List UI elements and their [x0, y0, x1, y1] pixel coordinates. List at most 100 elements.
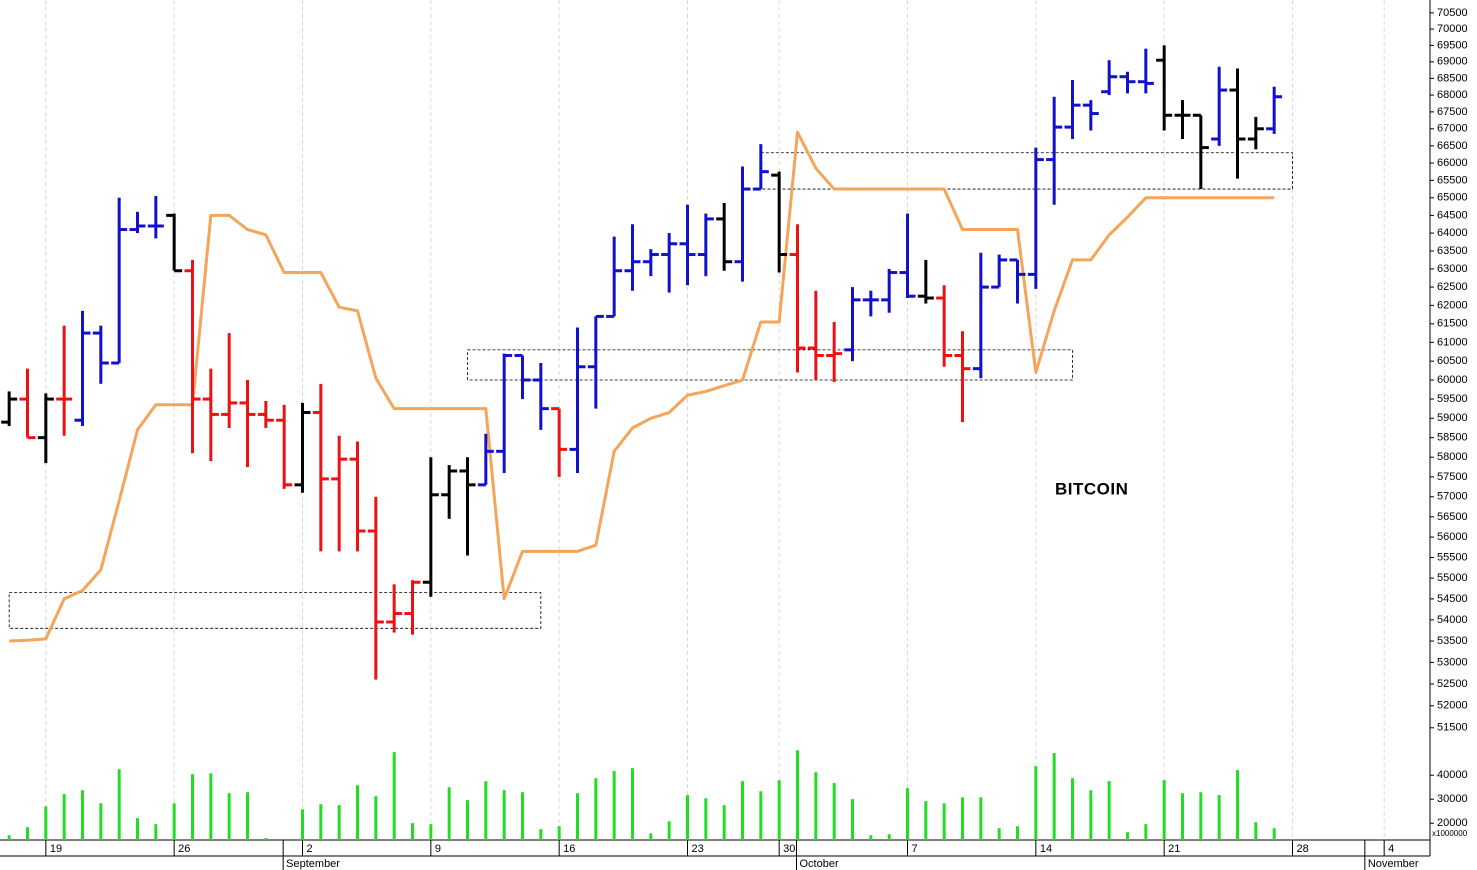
volume-bar	[429, 824, 433, 840]
volume-bar	[1089, 790, 1093, 840]
y-tick-label: 55500	[1437, 551, 1468, 563]
y-tick-label: 69500	[1437, 39, 1468, 51]
y-tick-label: 67500	[1437, 106, 1468, 118]
volume-bar	[502, 790, 506, 840]
volume-bar	[392, 752, 396, 840]
y-tick-label: 66000	[1437, 157, 1468, 169]
y-tick-label: 58000	[1437, 451, 1468, 463]
y-tick-label: 69000	[1437, 56, 1468, 68]
volume-bar	[1016, 826, 1019, 840]
volume-tick-label: 30000	[1437, 793, 1468, 805]
volume-bar	[704, 798, 708, 840]
volume-bar	[906, 788, 909, 840]
y-tick-label: 57000	[1437, 491, 1468, 503]
volume-bar	[227, 793, 231, 840]
volume-unit-label: x1000000	[1432, 829, 1468, 838]
x-tick-label: 19	[50, 843, 62, 855]
volume-bar	[337, 805, 341, 840]
volume-bar	[62, 794, 66, 840]
y-tick-label: 68500	[1437, 72, 1468, 84]
y-tick-label: 54000	[1437, 614, 1468, 626]
volume-bar	[264, 838, 268, 840]
volume-bar	[7, 835, 11, 840]
x-tick-label: 14	[1040, 843, 1052, 855]
y-tick-label: 68000	[1437, 89, 1468, 101]
x-tick-label: 26	[178, 843, 190, 855]
volume-bar	[356, 785, 359, 840]
y-tick-label: 56000	[1437, 531, 1468, 543]
y-tick-label: 57500	[1437, 471, 1468, 483]
volume-bar	[777, 780, 781, 840]
zone	[8, 592, 542, 629]
volume-bar	[301, 809, 304, 840]
volume-bar	[136, 818, 139, 840]
x-tick-label: 16	[563, 843, 575, 855]
volume-bar	[539, 829, 543, 840]
volume-bar	[81, 790, 84, 840]
x-tick-label: 28	[1297, 843, 1309, 855]
volume-bar	[1034, 766, 1038, 840]
x-tick-label: 4	[1388, 843, 1394, 855]
y-tick-label: 66500	[1437, 140, 1468, 152]
y-tick-label: 58500	[1437, 432, 1468, 444]
volume-bar	[117, 769, 121, 840]
y-tick-label: 62500	[1437, 281, 1468, 293]
volume-bar	[1254, 822, 1258, 840]
volume-bar	[246, 792, 249, 840]
indicator-line	[9, 130, 1275, 643]
x-tick-label: 23	[692, 843, 704, 855]
volume-bar	[1272, 828, 1276, 840]
volume-bar	[466, 800, 469, 840]
y-tick-label: 53000	[1437, 656, 1468, 668]
volume-bar	[924, 801, 928, 840]
volume-bar	[154, 824, 158, 840]
volume-bar	[612, 771, 616, 840]
x-tick-label: 21	[1168, 843, 1180, 855]
volume-bar	[667, 821, 671, 840]
x-tick-label: 2	[307, 843, 313, 855]
volume-bar	[1217, 795, 1221, 840]
volume-bar	[594, 778, 598, 840]
volume-bar	[814, 772, 818, 840]
volume-bar	[796, 750, 799, 840]
y-tick-label: 65000	[1437, 192, 1468, 204]
month-label: October	[800, 858, 839, 870]
volume-bar	[851, 799, 854, 840]
volume-bar	[26, 827, 29, 840]
volume-bar	[484, 781, 488, 840]
y-tick-label: 55000	[1437, 572, 1468, 584]
volume-bar	[832, 783, 836, 840]
volume-bar	[686, 795, 689, 840]
volume-bar	[1181, 793, 1184, 840]
month-label: November	[1368, 858, 1419, 870]
y-tick-label: 54500	[1437, 593, 1468, 605]
volume-bar	[741, 781, 744, 840]
volume-bar	[319, 804, 323, 840]
volume-bar	[997, 828, 1001, 840]
y-tick-label: 52500	[1437, 678, 1468, 690]
volume-bar	[979, 797, 983, 840]
zone	[467, 349, 1073, 381]
volume-bar	[1144, 824, 1148, 840]
volume-bar	[722, 805, 726, 840]
y-tick-label: 56500	[1437, 511, 1468, 523]
y-tick-label: 52000	[1437, 700, 1468, 712]
chart-title: BITCOIN	[1055, 479, 1128, 498]
volume-bar	[1126, 832, 1129, 840]
volume-bar	[631, 768, 634, 840]
volume-bar	[1052, 753, 1056, 840]
y-tick-label: 59500	[1437, 393, 1468, 405]
volume-bar	[961, 797, 964, 840]
y-tick-label: 67000	[1437, 123, 1468, 135]
y-tick-label: 60500	[1437, 355, 1468, 367]
volume-bar	[374, 796, 378, 840]
volume-bar	[191, 774, 194, 840]
y-tick-label: 60000	[1437, 374, 1468, 386]
volume-bar	[1199, 792, 1203, 840]
volume-bar	[576, 793, 579, 840]
volume-bar	[1107, 781, 1111, 840]
y-tick-label: 70000	[1437, 23, 1468, 35]
volume-bar	[887, 834, 891, 840]
y-tick-label: 64500	[1437, 209, 1468, 221]
